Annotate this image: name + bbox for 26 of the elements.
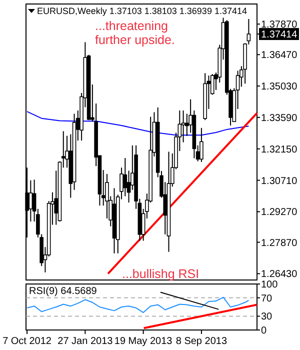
- y-tick-label: 1.29270: [261, 207, 298, 218]
- x-tick-label: 27 Jan 2013: [58, 336, 114, 347]
- y-tick-label: 1.32150: [261, 144, 298, 156]
- x-tick-label: 8 Sep 2013: [176, 336, 228, 347]
- x-tick-label: 7 Oct 2012: [2, 336, 52, 347]
- y-tick-label: 1.27870: [261, 238, 298, 249]
- annotation: ...threatening further upside.: [95, 19, 175, 47]
- chart-title: RSI(9) 64.5689: [29, 286, 98, 297]
- annotation: ...bullishg RSI: [122, 267, 200, 281]
- y-tick-label: 0: [261, 326, 267, 336]
- line-series: [26, 296, 250, 314]
- y-tick-label: 100: [261, 280, 278, 290]
- candlestick: [200, 127, 204, 162]
- y-tick-label: 1.37414: [261, 30, 298, 41]
- y-tick-label: 70: [261, 293, 273, 304]
- line-series: [26, 111, 250, 136]
- chart-title: EURUSD,Weekly 1.37103 1.38103 1.36939 1.37414: [37, 6, 247, 16]
- y-tick-label: 1.35030: [261, 82, 298, 93]
- x-tick-label: 19 May 2013: [114, 336, 173, 347]
- y-tick-label: 1.33590: [261, 112, 298, 124]
- y-tick-label: 1.30710: [261, 176, 298, 187]
- y-tick-label: 1.26430: [261, 269, 298, 280]
- candlestick: [28, 180, 33, 222]
- y-tick-label: 1.36470: [261, 50, 298, 62]
- y-tick-label: 30: [261, 312, 273, 323]
- y-tick-label: 1.37870: [261, 20, 298, 31]
